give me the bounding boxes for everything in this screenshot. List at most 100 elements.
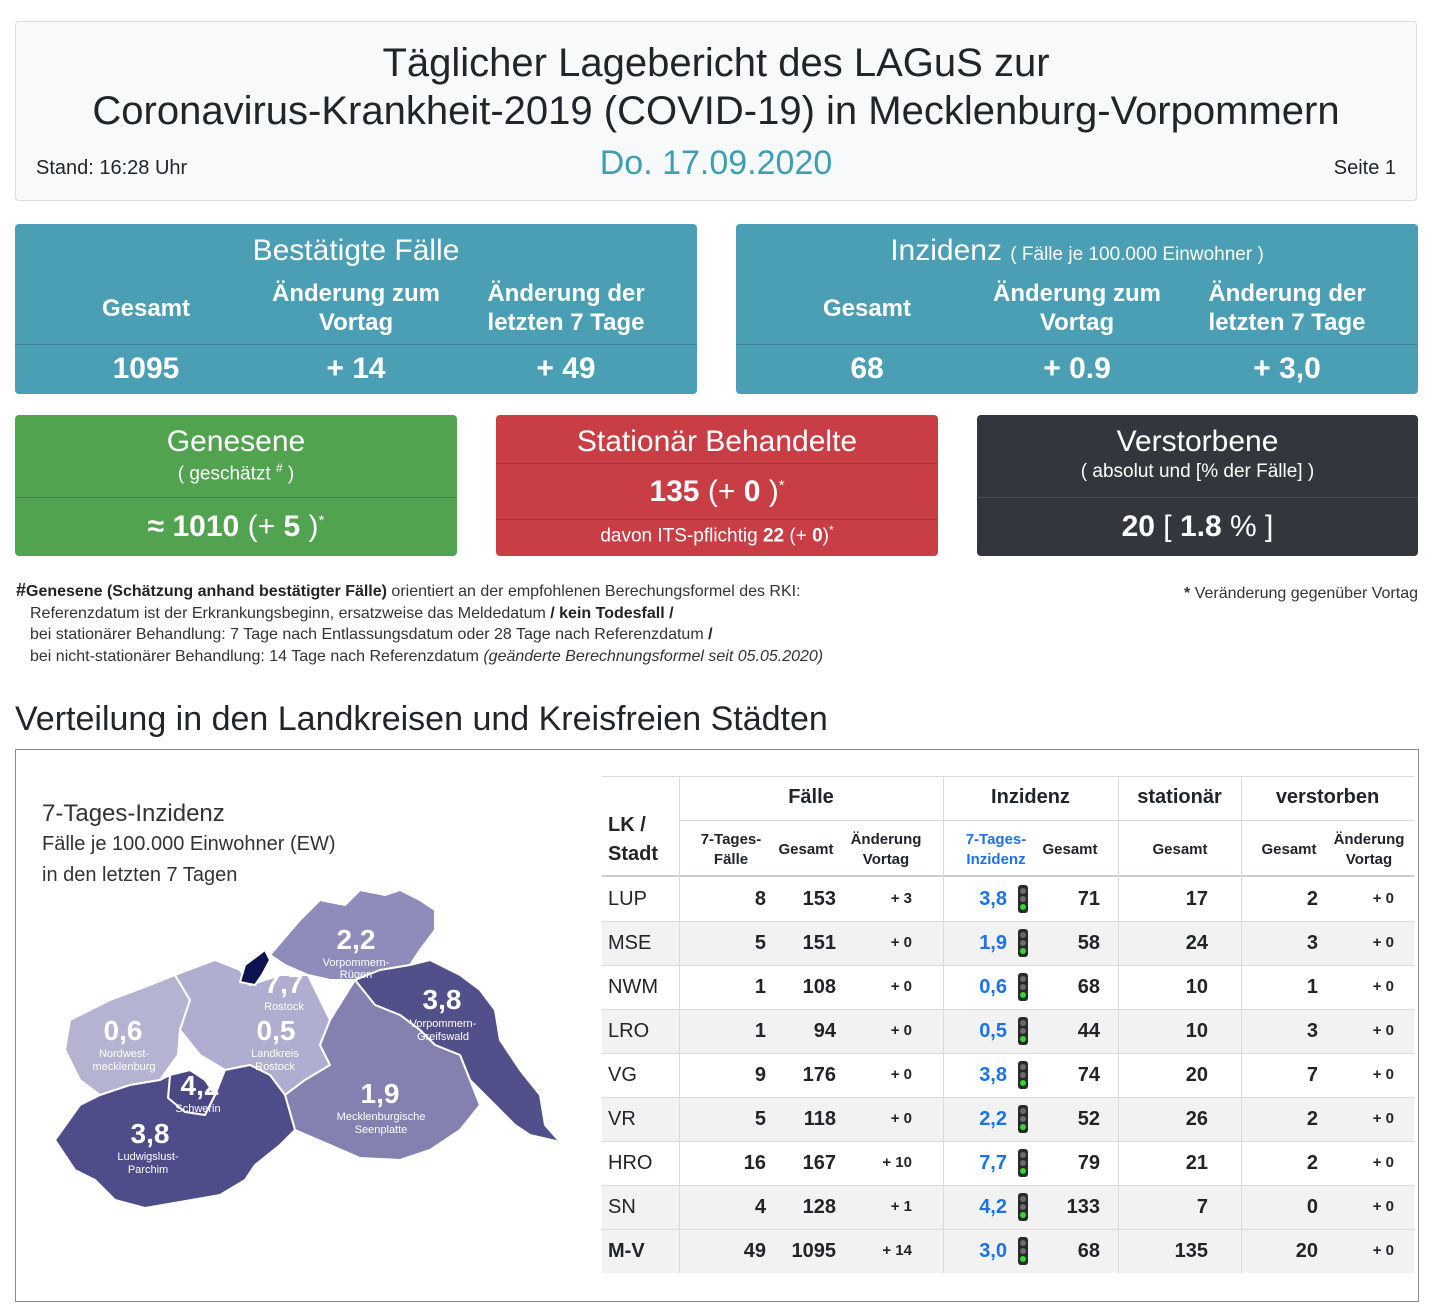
note-bold: / bbox=[708, 626, 713, 643]
cell-7day-incidence: 0,5 bbox=[979, 1020, 1007, 1042]
table-border bbox=[602, 1009, 1414, 1010]
column-border bbox=[943, 776, 944, 1273]
subheader-7tage-inzidenz-2: Inzidenz bbox=[966, 851, 1026, 868]
traffic-light-dot bbox=[1020, 948, 1026, 954]
hospital-change: 0 bbox=[743, 475, 761, 508]
cell-hospital: 26 bbox=[1185, 1108, 1208, 1130]
bracket: [ bbox=[1154, 510, 1180, 543]
subheader-gesamt: Gesamt bbox=[1152, 841, 1208, 858]
subheader-gesamt: Gesamt bbox=[778, 841, 834, 858]
cell-district: NWM bbox=[608, 976, 658, 998]
traffic-light-icon bbox=[1018, 1105, 1028, 1133]
cell-district: HRO bbox=[608, 1152, 653, 1174]
traffic-light-icon bbox=[1018, 885, 1028, 913]
traffic-light-dot bbox=[1020, 1212, 1026, 1218]
table-border bbox=[602, 1185, 1414, 1186]
section-title: Verteilung in den Landkreisen und Kreisf… bbox=[15, 700, 828, 738]
region-vorpommern-ruegen bbox=[269, 889, 436, 981]
header-line: Änderung zum bbox=[272, 280, 440, 307]
table-border bbox=[602, 776, 1414, 777]
cell-hospital: 17 bbox=[1185, 888, 1208, 910]
cell-change: + 0 bbox=[890, 978, 912, 995]
cell-7day-incidence: 0,6 bbox=[979, 976, 1007, 998]
cell-hospital: 10 bbox=[1185, 976, 1208, 998]
hospital-value: 135 bbox=[649, 475, 700, 508]
cell-district: VG bbox=[608, 1064, 637, 1086]
divider bbox=[15, 344, 697, 345]
map-region-label: Vorpommern- Rügen bbox=[316, 957, 396, 981]
panel-title: Genesene bbox=[166, 425, 306, 458]
map-value: 2,2 bbox=[336, 924, 376, 955]
cell-7day-cases: 4 bbox=[754, 1196, 766, 1218]
panel-title: Stationär Behandelte bbox=[576, 425, 858, 458]
traffic-light-dot bbox=[1020, 1116, 1026, 1122]
paren: (+ bbox=[699, 475, 744, 508]
map-region-label: Ludwigslust- Parchim bbox=[108, 1151, 188, 1177]
confirmed-cases-panel: Bestätigte Fälle Gesamt Änderung zum Vor… bbox=[15, 224, 697, 394]
cell-deceased: 2 bbox=[1306, 1152, 1318, 1174]
cell-deceased-change: + 0 bbox=[1372, 1110, 1394, 1127]
subheader-gesamt: Gesamt bbox=[1042, 841, 1098, 858]
header-line: Vortag bbox=[1039, 309, 1115, 336]
cell-deceased: 3 bbox=[1306, 1020, 1318, 1042]
cell-change: + 3 bbox=[890, 890, 912, 907]
traffic-light-icon bbox=[1018, 1193, 1028, 1221]
cell-7day-incidence: 3,0 bbox=[979, 1240, 1007, 1262]
traffic-light-dot bbox=[1020, 1028, 1026, 1034]
cell-hospital: 135 bbox=[1174, 1240, 1208, 1262]
incidence-panel: Inzidenz ( Fälle je 100.000 Einwohner ) … bbox=[736, 224, 1418, 394]
note-line: bei nicht-stationärer Behandlung: 14 Tag… bbox=[16, 646, 823, 668]
label-line: mecklenburg bbox=[92, 1061, 156, 1073]
region-ludwigslust-parchim bbox=[54, 1064, 296, 1209]
row-stripe bbox=[602, 1009, 1414, 1053]
cell-deceased: 2 bbox=[1306, 1108, 1318, 1130]
col-header-change-7: Änderung der letzten 7 Tage bbox=[1182, 279, 1392, 337]
paren: ) bbox=[822, 525, 829, 547]
note-text: bei stationärer Behandlung: 7 Tage nach … bbox=[30, 626, 709, 643]
distribution-box bbox=[15, 749, 1419, 1302]
cell-incidence-total: 71 bbox=[1077, 888, 1100, 910]
cell-7day-incidence: 1,9 bbox=[979, 932, 1007, 954]
note-italic: (geänderte Berechnungsformel seit 05.05.… bbox=[483, 647, 824, 665]
deceased-subtitle: ( absolut und [% der Fälle] ) bbox=[1080, 461, 1315, 482]
cell-district: SN bbox=[608, 1196, 636, 1218]
incidence-title: Inzidenz bbox=[890, 234, 1002, 267]
label-line: Greifswald bbox=[417, 1031, 469, 1043]
footnote: * Veränderung gegenüber Vortag bbox=[1184, 585, 1418, 603]
incidence-change-7: + 3,0 bbox=[1253, 352, 1321, 385]
paren: (+ bbox=[239, 510, 284, 543]
cell-7day-cases: 9 bbox=[754, 1064, 766, 1086]
map-value: 4,2 bbox=[180, 1070, 220, 1101]
cell-hospital: 20 bbox=[1185, 1064, 1208, 1086]
column-border bbox=[1118, 776, 1119, 1273]
traffic-light-dot bbox=[1020, 1196, 1026, 1202]
subheader-7tage-faelle-1: 7-Tages- bbox=[700, 831, 762, 848]
cell-total-cases: 94 bbox=[813, 1020, 836, 1042]
note-line: bei stationärer Behandlung: 7 Tage nach … bbox=[16, 624, 823, 646]
cell-deceased: 7 bbox=[1306, 1064, 1318, 1086]
traffic-light-dot bbox=[1020, 1080, 1026, 1086]
cell-incidence-total: 58 bbox=[1077, 932, 1100, 954]
cell-7day-incidence: 3,8 bbox=[979, 888, 1007, 910]
cell-7day-cases: 5 bbox=[754, 932, 766, 954]
traffic-light-dot bbox=[1020, 1152, 1026, 1158]
recovered-subtitle: ( geschätzt # ) bbox=[15, 461, 457, 485]
traffic-light-icon bbox=[1018, 1237, 1028, 1265]
traffic-light-dot bbox=[1020, 1160, 1026, 1166]
deceased-panel: Verstorbene ( absolut und [% der Fälle] … bbox=[977, 415, 1418, 556]
recovered-panel: Genesene ( geschätzt # ) ≈ 1010 (+ 5 )* bbox=[15, 415, 457, 556]
cell-district: M-V bbox=[608, 1240, 645, 1262]
row-stripe bbox=[602, 1229, 1414, 1273]
incidence-subtitle: ( Fälle je 100.000 Einwohner ) bbox=[1010, 244, 1264, 265]
table-border bbox=[602, 1053, 1414, 1054]
table-border bbox=[602, 1229, 1414, 1230]
hospital-panel: Stationär Behandelte 135 (+ 0 )* davon I… bbox=[496, 415, 938, 556]
confirmed-change-day: + 14 bbox=[326, 352, 386, 385]
cell-total-cases: 1095 bbox=[791, 1240, 837, 1262]
label-line: Ludwigslust- bbox=[117, 1151, 179, 1163]
map-subtitle: in den letzten 7 Tagen bbox=[42, 864, 238, 886]
table-border bbox=[602, 965, 1414, 966]
label-line: Vorpommern- bbox=[409, 1018, 477, 1030]
traffic-light-dot bbox=[1020, 976, 1026, 982]
cell-7day-incidence: 4,2 bbox=[979, 1196, 1007, 1218]
